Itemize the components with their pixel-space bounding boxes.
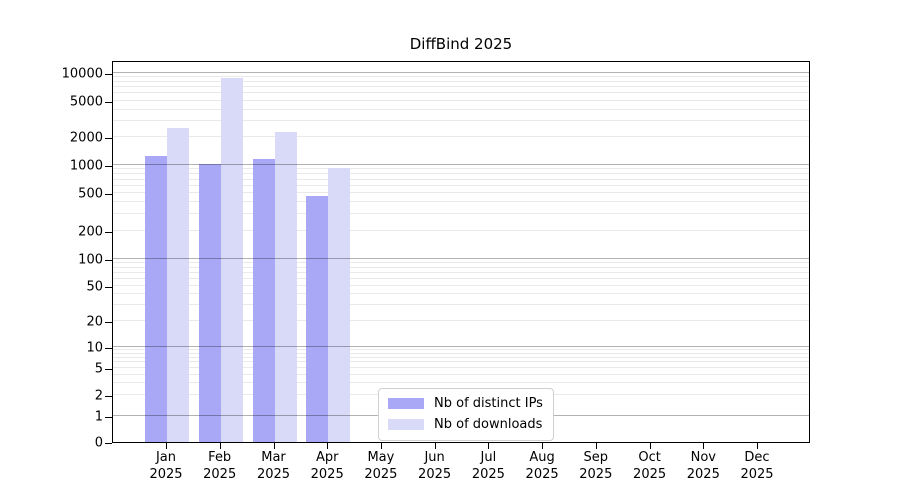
y-tick-mark <box>105 417 112 418</box>
x-tick-label: Oct 2025 <box>633 450 667 483</box>
x-tick-label-year: 2025 <box>149 467 183 483</box>
x-tick-mark <box>166 443 167 449</box>
bar-distinct-ips <box>198 163 221 442</box>
bar-downloads <box>328 167 351 442</box>
y-tick-label: 5 <box>94 361 103 377</box>
y-tick-label: 10 <box>86 340 103 356</box>
x-tick-mark <box>488 443 490 449</box>
x-tick-label: Apr 2025 <box>310 450 344 483</box>
gridline-major <box>113 72 809 73</box>
gridline-minor <box>113 86 809 88</box>
y-tick-label: 10000 <box>61 66 103 82</box>
x-tick-label: Jun 2025 <box>418 450 452 483</box>
gridline-minor <box>113 120 809 122</box>
y-tick-label: 2 <box>94 388 103 404</box>
y-tick-mark <box>105 368 112 370</box>
y-tick-label: 20 <box>86 314 103 329</box>
bar-downloads <box>220 77 243 442</box>
x-tick-mark <box>434 443 436 449</box>
y-tick-mark <box>105 138 112 140</box>
x-tick-mark <box>703 443 705 449</box>
legend-item-distinct-ips: Nb of distinct IPs <box>388 396 543 411</box>
x-tick-mark <box>649 443 651 449</box>
legend-swatch-downloads <box>388 419 424 430</box>
gridline-minor <box>113 92 809 94</box>
gridline-minor <box>113 108 809 110</box>
x-tick-label: Dec 2025 <box>740 450 774 483</box>
gridline-minor <box>113 99 809 101</box>
x-tick-label-year: 2025 <box>471 467 505 483</box>
y-axis-labels: 0 1 2 5 10 20 50 100 200 500 1000 2000 5000 10000 <box>0 61 103 451</box>
y-tick-label: 1 <box>94 409 103 425</box>
y-tick-label: 200 <box>78 224 103 240</box>
y-tick-label: 1000 <box>69 158 103 174</box>
legend-swatch-distinct-ips <box>388 398 424 409</box>
x-tick-label: Jul 2025 <box>471 450 505 483</box>
legend-label-downloads: Nb of downloads <box>434 417 543 432</box>
bar-distinct-ips <box>145 156 167 442</box>
x-tick-label-year: 2025 <box>686 467 720 483</box>
y-tick-mark <box>105 443 112 444</box>
x-tick-label-year: 2025 <box>740 467 774 483</box>
x-tick-mark <box>380 443 382 449</box>
gridline-minor <box>113 80 809 82</box>
y-tick-mark <box>105 101 112 103</box>
y-tick-label: 2000 <box>69 130 103 146</box>
bar-distinct-ips <box>252 159 275 442</box>
x-tick-label: Mar 2025 <box>256 450 291 483</box>
y-tick-label: 100 <box>78 252 103 268</box>
gridline-minor <box>113 136 809 138</box>
gridline-minor <box>113 76 809 78</box>
bar-downloads <box>274 131 297 442</box>
x-tick-mark <box>219 443 221 449</box>
x-tick-label-year: 2025 <box>579 467 613 483</box>
x-tick-label-year: 2025 <box>633 467 667 483</box>
y-tick-mark <box>105 348 112 349</box>
y-tick-mark <box>105 231 112 233</box>
x-tick-label-year: 2025 <box>310 467 344 483</box>
x-tick-label-year: 2025 <box>203 467 237 483</box>
bar-distinct-ips <box>306 195 329 442</box>
x-tick-label: Jan 2025 <box>149 450 183 483</box>
y-tick-mark <box>105 396 112 398</box>
x-tick-label: May 2025 <box>364 450 398 483</box>
x-tick-label: Nov 2025 <box>686 450 720 483</box>
x-tick-label-year: 2025 <box>364 467 398 483</box>
x-tick-label: Feb 2025 <box>203 450 237 483</box>
y-tick-mark <box>105 321 112 323</box>
x-tick-mark <box>273 443 275 449</box>
legend-label-distinct-ips: Nb of distinct IPs <box>434 396 543 411</box>
x-tick-mark <box>595 443 597 449</box>
y-tick-mark <box>105 194 112 196</box>
x-tick-label: Sep 2025 <box>579 450 613 483</box>
x-tick-mark <box>542 443 544 449</box>
x-tick-label-year: 2025 <box>418 467 452 483</box>
plot-area <box>112 61 810 443</box>
bar-downloads <box>167 127 189 442</box>
y-tick-label: 50 <box>86 279 103 294</box>
x-tick-mark <box>757 443 758 449</box>
y-tick-mark <box>105 166 112 167</box>
legend: Nb of distinct IPs Nb of downloads <box>378 388 554 441</box>
y-tick-label: 500 <box>78 186 103 202</box>
x-tick-label-year: 2025 <box>256 467 291 483</box>
y-tick-mark <box>105 260 112 261</box>
x-tick-mark <box>327 443 329 449</box>
x-tick-label-year: 2025 <box>525 467 559 483</box>
y-tick-label: 0 <box>94 435 103 451</box>
y-tick-mark <box>105 74 112 75</box>
y-tick-label: 5000 <box>69 94 103 110</box>
legend-item-downloads: Nb of downloads <box>388 417 543 432</box>
y-tick-mark <box>105 286 112 288</box>
chart-title: DiffBind 2025 <box>409 35 513 53</box>
x-tick-label: Aug 2025 <box>525 450 559 483</box>
